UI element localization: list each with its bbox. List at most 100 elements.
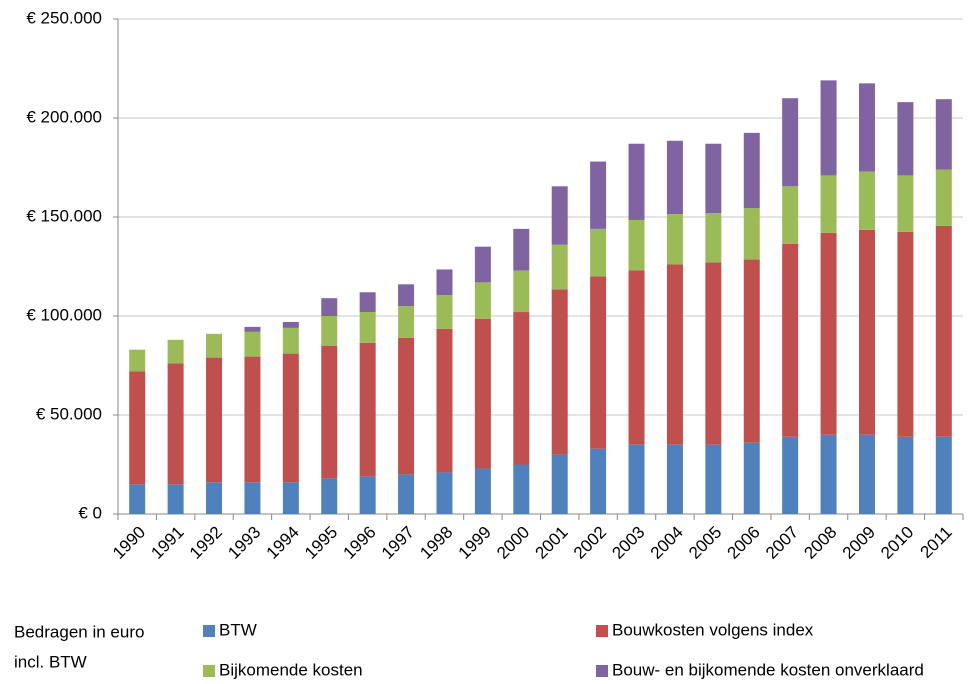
- bar-segment: [858, 434, 875, 514]
- bar-segment: [666, 444, 683, 514]
- bar-segment: [282, 321, 299, 328]
- x-tick-label: 2008: [800, 523, 840, 563]
- bar-segment: [782, 186, 799, 244]
- legend-label: BTW: [219, 620, 257, 639]
- bar-segment: [820, 175, 837, 233]
- bar-segment: [167, 484, 184, 514]
- bar-segment: [628, 219, 645, 271]
- y-tick-label: € 50.000: [36, 404, 102, 423]
- bar-segment: [666, 214, 683, 265]
- bar-segment: [858, 171, 875, 230]
- x-tick-label: 2000: [493, 523, 533, 563]
- bar-segment: [206, 482, 223, 514]
- bar-segment: [321, 316, 338, 346]
- bar-segment: [551, 244, 568, 290]
- bar-segment: [935, 436, 952, 514]
- bar-segment: [282, 482, 299, 514]
- x-tick-label: 2007: [762, 523, 802, 563]
- bar-segment: [590, 276, 607, 449]
- legend-title: incl. BTW: [14, 652, 87, 671]
- bar-segment: [590, 448, 607, 514]
- bar-segment: [321, 345, 338, 479]
- bar-segment: [897, 175, 914, 232]
- bar-segment: [474, 246, 491, 283]
- bar-segment: [743, 442, 760, 514]
- bar-segment: [513, 270, 530, 313]
- bar-segment: [436, 295, 453, 329]
- x-tick-label: 2003: [608, 523, 648, 563]
- legend-swatch: [596, 665, 608, 677]
- bar-segment: [129, 371, 146, 485]
- legend-swatch: [203, 665, 215, 677]
- x-tick-label: 1995: [301, 523, 341, 563]
- x-tick-label: 2001: [532, 523, 572, 563]
- bar-segment: [359, 312, 376, 343]
- bar-segment: [513, 464, 530, 514]
- bar-segment: [321, 298, 338, 316]
- x-tick-label: 1994: [263, 523, 303, 563]
- y-tick-label: € 150.000: [26, 206, 102, 225]
- bar-segment: [743, 208, 760, 260]
- bar-segment: [282, 353, 299, 483]
- legend-swatch: [596, 625, 608, 637]
- bar-segment: [436, 269, 453, 296]
- bar-segment: [513, 312, 530, 465]
- bar-segment: [244, 356, 261, 483]
- legend-label: Bouwkosten volgens index: [612, 620, 814, 639]
- bar-segment: [590, 228, 607, 277]
- bar-segment: [359, 476, 376, 514]
- bar-segment: [167, 363, 184, 485]
- bar-segment: [705, 444, 722, 514]
- bar-segment: [129, 349, 146, 372]
- bar-segment: [282, 327, 299, 354]
- y-tick-label: € 0: [78, 503, 102, 522]
- x-tick-label: 2011: [917, 523, 956, 562]
- bar-segment: [206, 333, 223, 358]
- x-tick-label: 1997: [378, 523, 418, 563]
- bar-segment: [820, 80, 837, 176]
- bar-segment: [935, 169, 952, 226]
- bar-segment: [897, 231, 914, 437]
- bar-segment: [244, 326, 261, 332]
- bar-segment: [551, 454, 568, 514]
- y-tick-label: € 100.000: [26, 305, 102, 324]
- bar-segment: [782, 436, 799, 514]
- legend-label: Bouw- en bijkomende kosten onverklaard: [612, 660, 924, 679]
- x-tick-label: 2010: [877, 523, 917, 563]
- bar-segment: [858, 229, 875, 435]
- x-tick-label: 2005: [685, 523, 725, 563]
- x-tick-label: 1991: [147, 523, 187, 563]
- bar-segment: [398, 306, 415, 338]
- bar-segment: [206, 357, 223, 483]
- legend-swatch: [203, 625, 215, 637]
- bar-segment: [513, 228, 530, 271]
- bar-segment: [935, 225, 952, 437]
- bar-segment: [782, 98, 799, 187]
- bar-segment: [436, 328, 453, 473]
- bar-segment: [743, 259, 760, 443]
- bar-segment: [398, 474, 415, 514]
- bar-segment: [129, 484, 146, 514]
- bar-segment: [820, 434, 837, 514]
- x-tick-label: 2009: [839, 523, 879, 563]
- bar-segment: [359, 292, 376, 313]
- bar-segment: [398, 337, 415, 475]
- x-tick-label: 1999: [455, 523, 495, 563]
- bar-segment: [474, 468, 491, 514]
- bar-segment: [666, 140, 683, 215]
- x-tick-label: 1992: [186, 523, 226, 563]
- bar-segment: [705, 213, 722, 263]
- bar-segment: [628, 444, 645, 514]
- bar-segment: [474, 318, 491, 469]
- bar-segment: [590, 161, 607, 229]
- y-tick-label: € 200.000: [26, 107, 102, 126]
- bar-segment: [897, 102, 914, 176]
- y-tick-label: € 250.000: [26, 8, 102, 27]
- bar-segment: [398, 284, 415, 307]
- bar-segment: [743, 132, 760, 209]
- bar-segment: [858, 83, 875, 172]
- x-tick-label: 2004: [647, 523, 687, 563]
- bar-segment: [820, 232, 837, 435]
- legend-label: Bijkomende kosten: [219, 660, 363, 679]
